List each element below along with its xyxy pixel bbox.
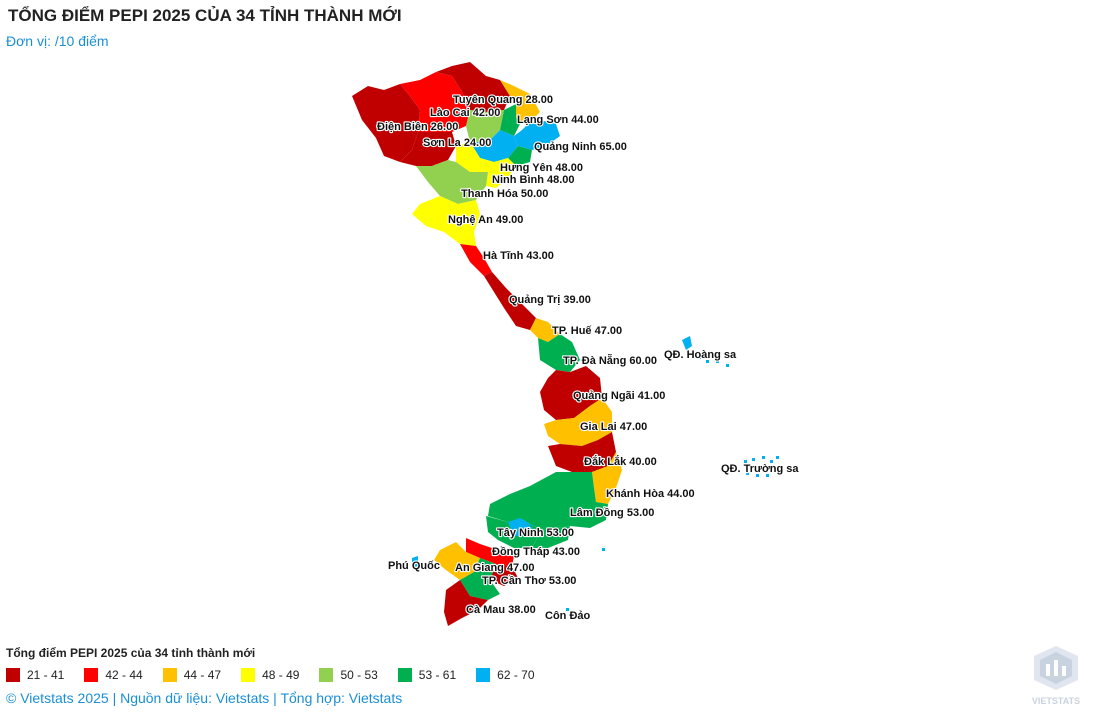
legend-swatch <box>162 668 177 682</box>
region-phu-tho[interactable] <box>466 110 504 142</box>
label-lang-son: Lạng Sơn 44.00 <box>517 114 599 126</box>
region-da-nang[interactable] <box>538 334 580 372</box>
logo-text: VIETSTATS <box>1032 696 1080 706</box>
vietstats-logo: VIETSTATS <box>1032 646 1080 706</box>
region-dien-bien[interactable] <box>352 84 420 162</box>
region-hue[interactable] <box>530 318 560 342</box>
legend-swatch <box>397 668 412 682</box>
region-vinh-long[interactable] <box>490 564 518 586</box>
legend-swatch <box>84 668 99 682</box>
label-ha-tinh: Hà Tĩnh 43.00 <box>483 250 554 262</box>
hoang-sa-islands <box>682 336 729 367</box>
phu-quoc-island <box>412 556 418 568</box>
region-ca-mau[interactable] <box>444 580 488 626</box>
region-dak-lak[interactable] <box>548 432 616 472</box>
legend-item[interactable]: 48 - 49 <box>241 668 299 682</box>
truong-sa-islands <box>744 456 779 477</box>
region-can-tho[interactable] <box>460 558 500 600</box>
region-dong-nai[interactable] <box>526 524 570 548</box>
region-ha-tinh[interactable] <box>460 244 492 276</box>
con-dao-island <box>566 608 569 611</box>
label-dak-lak: Đắk Lắk 40.00 <box>584 455 657 468</box>
map-subtitle: Đơn vị: /10 điểm <box>6 33 109 49</box>
label-can-tho: TP. Cần Thơ 53.00 <box>482 575 576 587</box>
label-khanh-hoa: Khánh Hòa 44.00 <box>606 488 695 500</box>
label-lam-dong: Lâm Đồng 53.00 <box>570 507 654 519</box>
footer-credits: © Vietstats 2025 | Nguồn dữ liệu: Vietst… <box>6 690 403 706</box>
legend-swatch <box>319 668 334 682</box>
legend-label: 50 - 53 <box>340 668 378 682</box>
label-tuyen-quang: Tuyên Quang 28.00 <box>453 94 553 106</box>
label-quang-tri: Quảng Trị 39.00 <box>509 294 591 306</box>
region-nghe-an[interactable] <box>412 196 480 246</box>
label-con-dao: Côn Đảo <box>545 610 591 622</box>
region-dong-thap[interactable] <box>466 538 514 566</box>
label-son-la: Sơn La 24.00 <box>423 137 491 149</box>
legend-item[interactable]: 44 - 47 <box>162 668 222 682</box>
map-title: TỔNG ĐIỂM PEPI 2025 CỦA 34 TỈNH THÀNH MỚ… <box>8 6 402 25</box>
label-dien-bien: Điện Biên 26.00 <box>377 121 458 133</box>
region-hcm[interactable] <box>508 518 534 536</box>
region-quang-tri[interactable] <box>484 272 536 330</box>
legend-item[interactable]: 53 - 61 <box>397 668 457 682</box>
legend-label: 21 - 41 <box>27 668 65 682</box>
label-quang-ninh: Quảng Ninh 65.00 <box>534 141 627 153</box>
region-ha-noi[interactable] <box>470 130 518 162</box>
region-gia-lai[interactable] <box>544 398 612 446</box>
region-lam-dong[interactable] <box>488 472 608 530</box>
region-an-giang[interactable] <box>434 542 480 580</box>
region-lao-cai[interactable] <box>400 72 470 132</box>
legend-label: 42 - 44 <box>105 668 143 682</box>
label-tay-ninh: Tây Ninh 53.00 <box>497 527 574 539</box>
label-thanh-hoa: Thanh Hóa 50.00 <box>461 188 548 200</box>
legend-title: Tổng điểm PEPI 2025 của 34 tỉnh thành mớ… <box>6 646 256 660</box>
region-hung-yen[interactable] <box>456 142 494 172</box>
label-gia-lai: Gia Lai 47.00 <box>580 421 647 433</box>
label-nghe-an: Nghệ An 49.00 <box>448 214 523 226</box>
label-hue: TP. Huế 47.00 <box>552 325 622 337</box>
region-lang-son[interactable] <box>500 80 540 124</box>
region-ninh-binh[interactable] <box>486 158 516 188</box>
region-quang-ninh[interactable] <box>514 120 560 150</box>
legend-item[interactable]: 21 - 41 <box>6 668 64 682</box>
label-quang-ngai: Quảng Ngãi 41.00 <box>573 390 665 402</box>
label-dong-thap: Đồng Tháp 43.00 <box>492 546 580 558</box>
legend-item[interactable]: 50 - 53 <box>319 668 378 682</box>
legend-swatch <box>476 668 491 682</box>
label-truong-sa: QĐ. Trường sa <box>721 463 799 475</box>
region-tuyen-quang[interactable] <box>436 62 510 112</box>
label-lao-cai: Lào Cai 42.00 <box>430 107 500 119</box>
label-hung-yen: Hưng Yên 48.00 <box>500 162 583 174</box>
legend: 21 - 41 42 - 44 44 - 47 48 - 49 50 - 53 … <box>6 668 555 682</box>
legend-swatch <box>241 668 256 682</box>
label-hoang-sa: QĐ. Hoàng sa <box>664 349 737 361</box>
legend-item[interactable]: 62 - 70 <box>476 668 535 682</box>
region-bac-ninh[interactable] <box>508 146 532 166</box>
label-an-giang: An Giang 47.00 <box>455 562 534 574</box>
label-da-nang: TP. Đà Nẵng 60.00 <box>563 354 657 367</box>
region-khanh-hoa[interactable] <box>592 452 622 504</box>
legend-item[interactable]: 42 - 44 <box>84 668 143 682</box>
coastal-dot <box>602 548 605 551</box>
region-thanh-hoa[interactable] <box>416 160 488 204</box>
region-son-la[interactable] <box>400 132 456 166</box>
label-phu-quoc: Phú Quốc <box>388 560 440 572</box>
legend-swatch <box>6 668 20 682</box>
legend-label: 62 - 70 <box>497 668 535 682</box>
legend-label: 53 - 61 <box>418 668 457 682</box>
legend-label: 48 - 49 <box>262 668 300 682</box>
legend-label: 44 - 47 <box>183 668 222 682</box>
label-ninh-binh: Ninh Bình 48.00 <box>492 174 575 186</box>
label-ca-mau: Cà Mau 38.00 <box>466 604 536 616</box>
region-quang-ngai[interactable] <box>540 366 602 420</box>
